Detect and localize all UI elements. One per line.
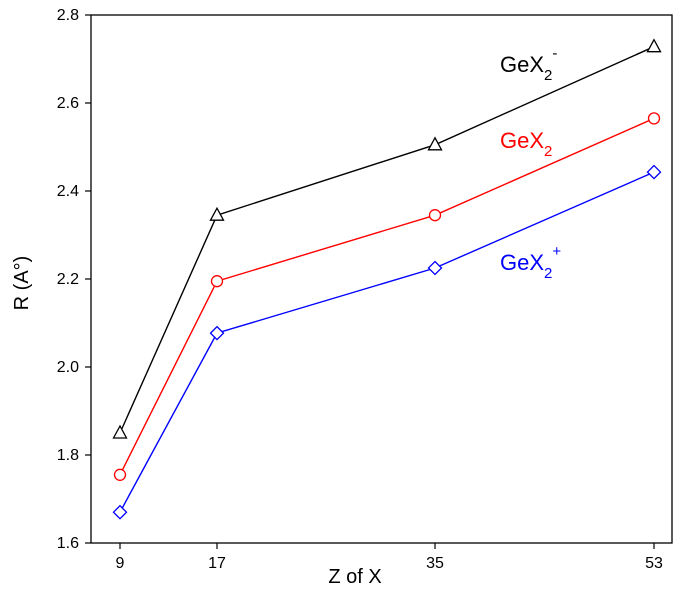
y-axis: 1.6 1.8 2.0 2.2 2.4 2.6 2.8 <box>57 7 91 552</box>
series-label-subscript: 2 <box>544 67 552 84</box>
x-tick-label: 35 <box>426 555 444 572</box>
series-line-2 <box>119 171 655 513</box>
series-line-1 <box>119 117 655 476</box>
y-tick-label: 2.0 <box>57 359 79 376</box>
series-lines <box>119 46 655 513</box>
y-tick-label: 2.4 <box>57 183 79 200</box>
y-tick-label: 1.6 <box>57 535 79 552</box>
y-tick-label: 2.6 <box>57 95 79 112</box>
series-label-base: GeX <box>500 250 544 275</box>
data-point-diamond <box>209 325 225 341</box>
data-point-triangle <box>427 136 443 151</box>
y-tick-label: 2.8 <box>57 7 79 24</box>
plot-frame <box>90 14 673 544</box>
series-label: GeX2+ <box>500 243 561 282</box>
series-label-subscript: 2 <box>544 265 552 282</box>
series-label: GeX2 <box>500 128 552 160</box>
series-label: GeX2- <box>500 45 557 84</box>
series-label-base: GeX <box>500 128 544 153</box>
y-tick-label: 2.2 <box>57 271 79 288</box>
data-point-circle <box>647 112 661 125</box>
data-point-triangle <box>112 424 128 439</box>
data-point-circle <box>113 468 127 481</box>
data-point-circle <box>428 209 442 222</box>
data-point-diamond <box>646 164 662 180</box>
series-markers <box>112 38 662 520</box>
x-tick-label: 9 <box>116 555 125 572</box>
data-point-diamond <box>427 260 443 276</box>
x-axis-title: Z of X <box>328 566 381 588</box>
series-label-base: GeX <box>500 52 544 77</box>
x-tick-label: 53 <box>645 555 663 572</box>
series-line-0 <box>119 46 655 434</box>
series-label-superscript: + <box>552 243 561 260</box>
data-point-circle <box>210 275 224 288</box>
x-axis: 9 17 35 53 <box>116 543 663 572</box>
data-point-triangle <box>646 38 662 53</box>
y-axis-title: R (A°) <box>11 256 33 311</box>
data-point-diamond <box>112 504 128 520</box>
y-tick-label: 1.8 <box>57 447 79 464</box>
x-tick-label: 17 <box>208 555 226 572</box>
series-label-superscript: - <box>552 45 557 62</box>
data-point-triangle <box>209 206 225 221</box>
series-label-subscript: 2 <box>544 143 552 160</box>
